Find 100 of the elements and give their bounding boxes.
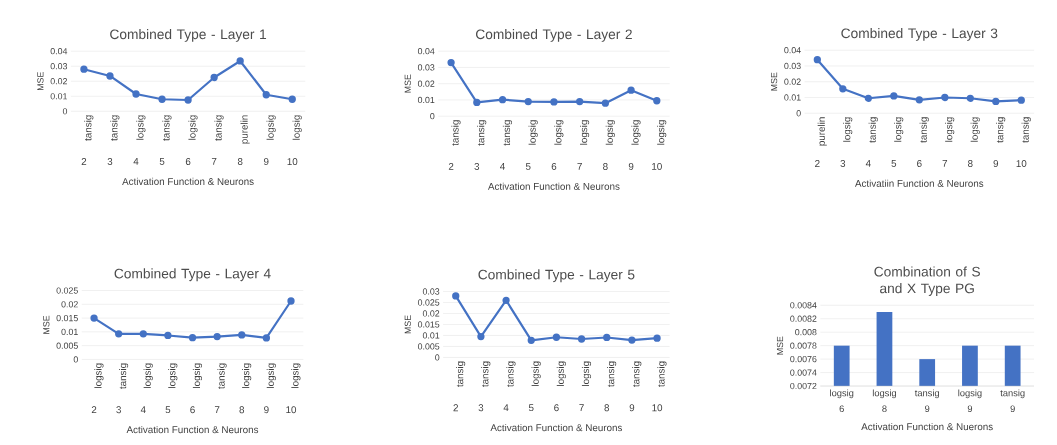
x-tick-label: 6	[190, 406, 195, 414]
point	[601, 99, 610, 107]
x-tick-label: 3	[107, 158, 113, 165]
x-tick-label: 2	[815, 159, 820, 167]
x-tick-label: 10	[1016, 159, 1027, 167]
y-tick-label: 0.0076	[790, 355, 817, 363]
x-tick-label: 10	[652, 162, 662, 170]
point	[139, 330, 147, 338]
x-tick-label: 3	[116, 406, 121, 414]
text: logsig	[242, 363, 252, 388]
x-tick-label: 9	[264, 406, 269, 414]
point	[890, 92, 898, 100]
y-tick-label: 0.03	[50, 63, 68, 70]
point	[524, 97, 532, 106]
point	[577, 335, 586, 343]
x-tick-label: tansig 9	[1000, 389, 1025, 412]
text: logsig	[291, 363, 301, 388]
point	[550, 98, 558, 106]
point	[477, 332, 485, 341]
point	[527, 336, 535, 344]
y-tick-label: 0.005	[417, 343, 440, 350]
x-tick-label: 4	[503, 404, 509, 411]
text: tansig	[217, 363, 227, 389]
text: purelin	[240, 115, 250, 144]
text: logsig	[188, 115, 198, 140]
x-tick-label: 3	[474, 162, 480, 170]
text: tansig	[919, 117, 929, 143]
point	[1017, 96, 1025, 104]
x-axis-title: Activation Function & Neurons	[487, 182, 620, 190]
y-axis-title: MSE	[404, 74, 411, 93]
text: tansig	[868, 117, 878, 143]
text: tansig	[451, 120, 461, 146]
y-tick-label: 0.04	[417, 48, 435, 55]
point	[992, 97, 1000, 106]
text: tansig	[632, 361, 642, 387]
text: logsig	[292, 115, 302, 140]
y-tick-label: 0.03	[784, 62, 801, 70]
y-axis-title: MSE	[37, 71, 44, 91]
text: logsig	[554, 120, 564, 145]
x-tick-label: 10	[652, 404, 663, 412]
text: logsig	[894, 117, 904, 142]
point	[603, 333, 611, 342]
x-tick-label: 5	[528, 404, 534, 412]
point	[188, 333, 197, 342]
x-tick-label: 3	[478, 404, 484, 412]
point	[864, 94, 872, 102]
y-tick-label: 0	[62, 108, 68, 115]
x-axis-title: Activatiin Function & Neurons	[854, 179, 984, 187]
text: tansig	[456, 361, 466, 387]
text: logsig	[266, 115, 276, 140]
y-tick-label: 0.0078	[790, 342, 817, 349]
point	[813, 55, 821, 64]
point	[552, 333, 561, 341]
chart-title: Combined Type - Layer 3	[841, 28, 998, 41]
y-tick-label: 0.03	[417, 64, 435, 71]
text: tansig	[996, 117, 1006, 143]
x-tick-label: 2	[448, 162, 454, 170]
x-tick-label: 5	[891, 159, 897, 167]
y-tick-label: 0.02	[784, 78, 801, 85]
y-tick-label: 0.03	[422, 288, 440, 295]
text: tansig	[119, 363, 129, 389]
text: logsig	[136, 115, 146, 140]
text: logsig	[970, 117, 980, 142]
x-tick-label: 9	[628, 162, 634, 170]
text: tansig	[502, 120, 513, 146]
point	[473, 98, 481, 106]
y-tick-label: 0	[73, 356, 78, 363]
y-tick-label: 0.0084	[790, 302, 817, 309]
x-tick-label: 4	[133, 158, 139, 165]
x-tick-label: 10	[287, 158, 298, 165]
x-tick-label: 9	[629, 404, 635, 412]
x-tick-label: 4	[865, 159, 871, 167]
x-tick-label: 8	[237, 158, 243, 165]
x-tick-label: 7	[942, 159, 948, 167]
text: logsig	[657, 120, 667, 145]
y-axis-title: MSE	[404, 315, 411, 334]
point	[966, 94, 974, 102]
y-tick-label: 0.02	[422, 310, 440, 317]
x-tick-label: 8	[968, 159, 973, 167]
y-tick-label: 0	[435, 354, 440, 361]
point	[941, 93, 949, 102]
y-tick-label: 0.02	[61, 301, 78, 308]
x-tick-label: 9	[263, 158, 269, 165]
point	[915, 96, 923, 104]
point	[628, 336, 636, 344]
text: logsig	[580, 120, 590, 145]
point	[158, 95, 166, 103]
point	[164, 331, 172, 340]
text: tansig	[506, 361, 516, 387]
point	[839, 85, 847, 93]
x-tick-label: tansig 9	[914, 389, 940, 412]
y-tick-label: 0.005	[56, 342, 78, 349]
text: logsig	[143, 363, 153, 388]
text: logsig	[192, 363, 203, 388]
y-tick-label: 0.025	[417, 299, 440, 306]
y-tick-label: 0.0074	[790, 369, 817, 376]
y-tick-label: 0.01	[417, 96, 435, 104]
x-axis-title: Activation Function & Neurons	[126, 425, 259, 434]
point	[184, 96, 192, 104]
text: logsig	[266, 363, 276, 388]
